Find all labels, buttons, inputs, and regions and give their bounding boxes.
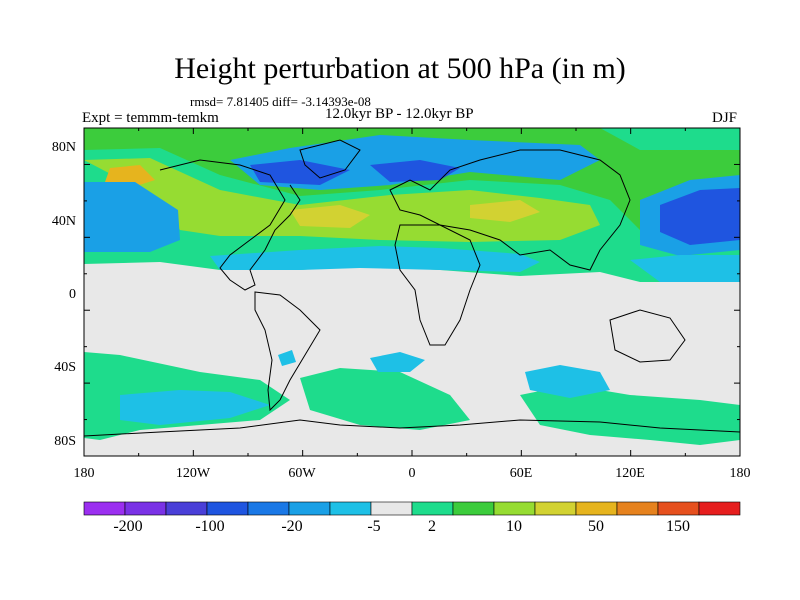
colorbar-label: -20 (281, 518, 303, 535)
contour-sh-cyan-east (525, 365, 610, 398)
colorbar-swatch (370, 501, 413, 516)
y-tick-label: 0 (69, 287, 76, 302)
colorbar-swatch (165, 501, 208, 516)
colorbar-label: 150 (666, 518, 690, 535)
colorbar-swatch (575, 501, 618, 516)
colorbar-label: -5 (367, 518, 381, 535)
contour-nh-deepblue-eurasia (250, 160, 460, 185)
x-tick-label: 60W (288, 466, 316, 481)
coastline-greenland (299, 139, 361, 179)
contour-nh-olive (290, 200, 540, 228)
contour-field (84, 128, 740, 456)
colorbar-label: 50 (588, 518, 604, 535)
colorbar-swatch (534, 501, 577, 516)
contour-nh-cyan-east (630, 255, 740, 282)
map-title: Height perturbation at 500 hPa (in m) (174, 52, 626, 85)
colorbar-label: -200 (113, 518, 143, 535)
contour-sh-cyan-small (370, 352, 425, 372)
contour-nh-cyan-low (210, 246, 540, 272)
colorbar-swatch (124, 501, 167, 516)
colorbar-swatch (83, 501, 126, 516)
coastline-eurasia (389, 149, 631, 271)
x-tick-label: 120W (175, 466, 211, 481)
y-tick-label: 80N (51, 140, 76, 155)
colorbar-label: 2 (428, 518, 436, 535)
colorbar-swatch (411, 501, 454, 516)
colorbar-swatch (657, 501, 700, 516)
coastline-africa (394, 224, 481, 346)
experiment-label: Expt = temmm-temkm (82, 110, 219, 126)
coastline-australia (609, 309, 686, 363)
colorbar-label: -100 (195, 518, 225, 535)
contour-nh-sky-pacific (84, 182, 180, 252)
x-tick-label: 180 (73, 466, 95, 481)
colorbar-swatch (247, 501, 290, 516)
y-tick-label: 40N (51, 214, 76, 229)
contour-sh-teal-central (300, 368, 470, 430)
x-tick-label: 60E (509, 466, 533, 481)
contour-nh-lime (84, 158, 600, 242)
season-label: DJF (712, 110, 738, 126)
coastline-north-america (159, 159, 301, 291)
colorbar-swatch (329, 501, 372, 516)
contour-sh-cyan-west (120, 390, 270, 425)
period-label: 12.0kyr BP - 12.0kyr BP (325, 106, 474, 122)
contour-nh-blue-east (660, 188, 740, 245)
coastline-south-america (254, 291, 321, 412)
coastlines (83, 139, 741, 437)
contour-sh-cyan-blob (278, 350, 296, 366)
colorbar-swatch (493, 501, 536, 516)
colorbar-swatch (206, 501, 249, 516)
stats-line: rmsd= 7.81405 diff= -3.14393e-08 (190, 94, 371, 109)
colorbar-swatch (452, 501, 495, 516)
axis-ticks (83, 127, 741, 457)
colorbar (83, 501, 741, 516)
colorbar-swatch (288, 501, 331, 516)
y-tick-label: 80S (54, 434, 76, 449)
colorbar-swatch (698, 501, 741, 516)
colorbar-label: 10 (506, 518, 522, 535)
coastline-antarctica (83, 419, 741, 437)
x-tick-label: 180 (729, 466, 751, 481)
colorbar-swatch (616, 501, 659, 516)
x-tick-label: 0 (408, 466, 416, 481)
y-tick-label: 40S (54, 360, 76, 375)
x-tick-label: 120E (615, 466, 645, 481)
contour-sh-teal-east (520, 385, 740, 445)
